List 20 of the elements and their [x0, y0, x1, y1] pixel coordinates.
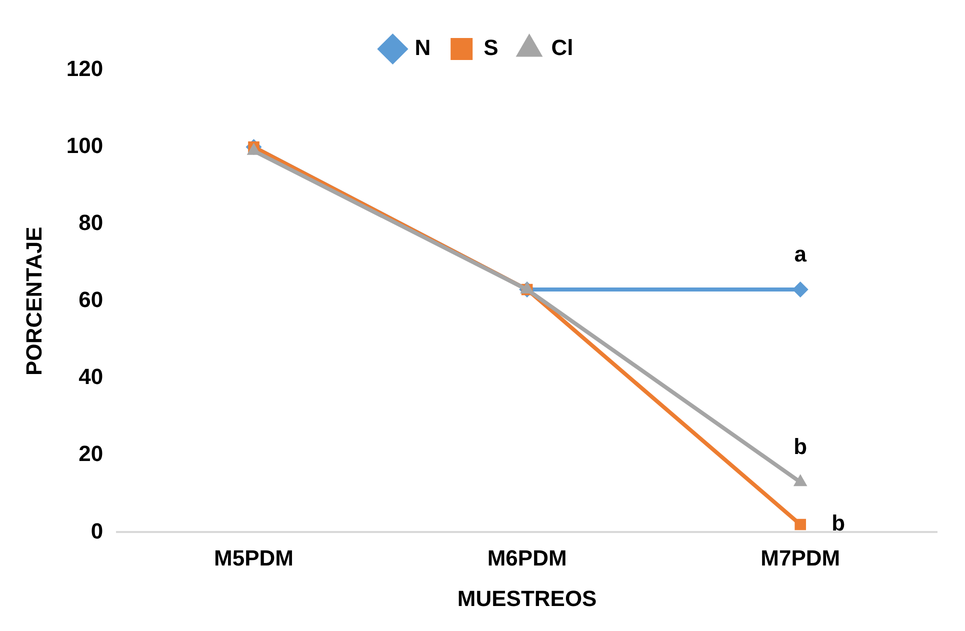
legend-label: S: [484, 35, 498, 60]
y-tick-label: 120: [66, 56, 104, 82]
y-tick-label: 0: [90, 518, 104, 544]
x-tick-label: M5PDM: [214, 545, 294, 570]
y-tick-label: 20: [78, 441, 104, 466]
point: [792, 282, 808, 298]
annotation: b: [832, 510, 846, 536]
x-tick-label: M7PDM: [760, 545, 840, 570]
y-tick-label: 40: [78, 364, 104, 390]
y-tick-label: 80: [78, 210, 104, 236]
annotation: b: [794, 434, 808, 460]
x-axis-title: MUESTREOS: [457, 586, 597, 611]
legend-label: Cl: [551, 35, 574, 60]
legend-label: N: [414, 35, 431, 60]
point: [794, 518, 806, 530]
y-tick-label: 100: [66, 133, 104, 158]
annotation: a: [794, 242, 808, 267]
x-tick-label: M6PDM: [487, 545, 567, 570]
y-tick-label: 60: [78, 287, 104, 312]
y-axis-title: PORCENTAJE: [21, 226, 46, 376]
